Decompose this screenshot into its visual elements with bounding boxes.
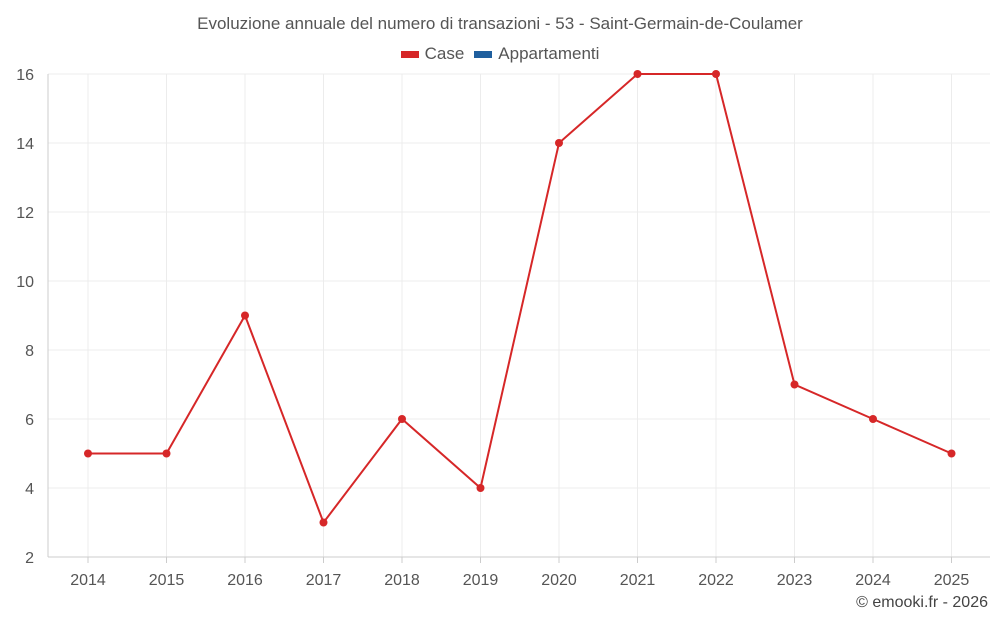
y-tick-label: 2 bbox=[25, 550, 34, 567]
x-tick-label: 2016 bbox=[227, 572, 263, 589]
legend-item-appartamenti[interactable]: Appartamenti bbox=[474, 44, 599, 64]
x-tick-label: 2018 bbox=[384, 572, 420, 589]
x-tick-label: 2019 bbox=[463, 572, 499, 589]
data-point bbox=[319, 518, 328, 527]
x-tick-label: 2021 bbox=[620, 572, 656, 589]
data-point bbox=[712, 70, 720, 78]
data-point bbox=[476, 484, 485, 492]
legend-swatch-case bbox=[400, 50, 419, 58]
y-tick-label: 10 bbox=[16, 274, 34, 291]
series-line-case bbox=[88, 73, 952, 525]
x-tick-label: 2014 bbox=[70, 572, 106, 589]
data-point bbox=[790, 380, 799, 389]
data-point bbox=[869, 415, 877, 423]
data-point bbox=[84, 449, 92, 458]
y-tick-label: 14 bbox=[16, 136, 34, 153]
credit-text: © emooki.fr - 2026 bbox=[856, 594, 988, 611]
legend: Case Appartamenti bbox=[0, 44, 1000, 64]
x-tick-label: 2020 bbox=[541, 572, 577, 589]
x-tick-label: 2025 bbox=[934, 572, 970, 589]
x-tick-label: 2022 bbox=[698, 572, 734, 589]
y-tick-label: 16 bbox=[16, 67, 34, 84]
y-tick-label: 4 bbox=[25, 481, 34, 498]
x-tick-label: 2017 bbox=[306, 572, 342, 589]
data-point bbox=[162, 449, 171, 458]
x-tick-label: 2024 bbox=[855, 572, 891, 589]
legend-swatch-appartamenti bbox=[474, 50, 493, 58]
legend-label-appartamenti: Appartamenti bbox=[498, 44, 600, 63]
x-tick-label: 2015 bbox=[149, 572, 185, 589]
y-tick-label: 8 bbox=[25, 343, 34, 360]
data-point bbox=[555, 139, 563, 147]
data-point bbox=[947, 449, 956, 458]
y-tick-label: 6 bbox=[25, 412, 34, 429]
legend-item-case[interactable]: Case bbox=[400, 44, 465, 64]
data-point bbox=[241, 311, 249, 320]
y-tick-label: 12 bbox=[16, 205, 34, 222]
chart-title: Evoluzione annuale del numero di transaz… bbox=[197, 14, 803, 33]
data-point bbox=[398, 415, 406, 423]
legend-label-case: Case bbox=[424, 44, 465, 63]
x-tick-label: 2023 bbox=[777, 572, 813, 589]
data-point bbox=[633, 70, 642, 78]
